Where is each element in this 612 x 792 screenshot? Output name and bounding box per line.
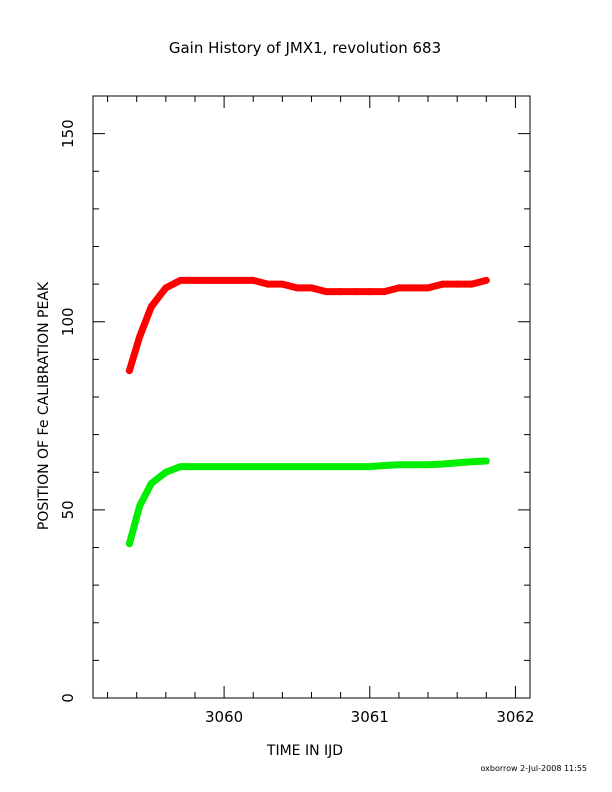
- axis-ticks: [93, 95, 530, 699]
- data-marks: [125, 276, 490, 548]
- plot-frame: [92, 95, 531, 699]
- y-tick-label: 50: [59, 500, 77, 519]
- y-tick-label: 100: [59, 307, 77, 336]
- x-tick-label: 3060: [205, 708, 243, 726]
- series-2: [126, 458, 490, 547]
- series-1: [125, 276, 490, 375]
- y-axis-label: POSITION OF Fe CALIBRATION PEAK: [36, 281, 52, 530]
- series-3: [125, 457, 490, 548]
- y-tick-label: 150: [59, 119, 77, 148]
- series-0: [125, 276, 490, 375]
- footer-credit: oxborrow 2-Jul-2008 11:55: [480, 764, 587, 773]
- x-tick-label: 3062: [496, 708, 534, 726]
- x-axis-label: TIME IN IJD: [266, 743, 343, 759]
- fit-curve: [125, 457, 490, 548]
- y-tick-label: 0: [59, 693, 77, 703]
- axis-tick-labels: 0 50 100 150 3060 3061 3062: [59, 119, 535, 726]
- chart-title: Gain History of JMX1, revolution 683: [169, 39, 441, 57]
- x-tick-label: 3061: [351, 708, 389, 726]
- fit-curve: [125, 276, 490, 375]
